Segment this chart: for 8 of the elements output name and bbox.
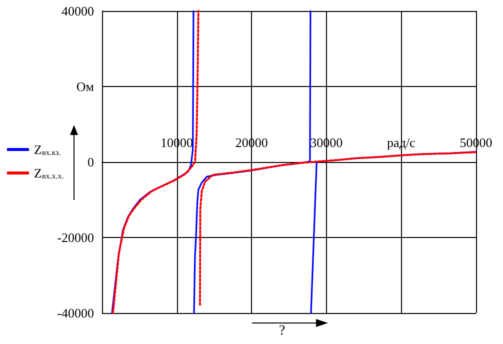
- y-tick-label: Ом: [76, 79, 94, 94]
- y-tick-label: -20000: [57, 230, 94, 245]
- x-axis-title: ?: [279, 324, 286, 338]
- legend-label: Zвх.х.х.: [34, 166, 64, 180]
- y-tick-label: -40000: [57, 306, 94, 320]
- legend-label: Zвх.кз.: [34, 142, 61, 157]
- y-tick-label: 40000: [62, 4, 94, 18]
- y-tick-label: 0: [88, 154, 94, 170]
